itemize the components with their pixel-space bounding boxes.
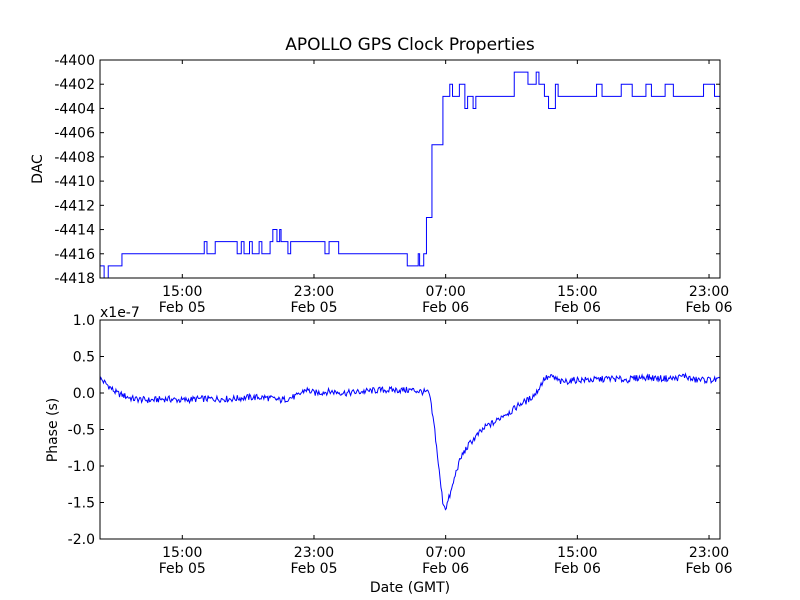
dac-plot-frame	[99, 59, 721, 279]
phase-x-tick-date-label: Feb 06	[422, 561, 469, 577]
chart-title: APOLLO GPS Clock Properties	[285, 35, 535, 55]
phase-y-ticks: -2.0 -1.5 -1.0 -0.5 0.0 0.5 1.0	[68, 313, 720, 548]
phase-y-tick-label: -0.5	[68, 423, 95, 439]
phase-x-tick-date-label: Feb 05	[159, 561, 206, 577]
phase-y-tick-label: 0.0	[73, 386, 95, 402]
dac-y-axis-label: DAC	[30, 154, 46, 184]
phase-series-group	[99, 372, 721, 511]
dac-panel: -4418 -4416 -4414 -4412 -4410 -4408 -4406 -4404…	[30, 53, 733, 316]
phase-x-tick-date-label: Feb 05	[290, 561, 337, 577]
dac-x-tick-time-label: 15:00	[162, 284, 202, 300]
phase-y-tick-label: -1.0	[68, 459, 95, 475]
dac-x-tick-date-label: Feb 06	[422, 300, 469, 316]
dac-x-tick-time-label: 07:00	[425, 284, 465, 300]
dac-y-tick-label: -4408	[54, 150, 95, 166]
dac-y-tick-label: -4418	[54, 271, 95, 287]
phase-series-line-0	[99, 372, 721, 511]
dac-y-tick-label: -4414	[54, 223, 95, 239]
dac-y-tick-label: -4410	[54, 174, 95, 190]
dac-y-ticks: -4418 -4416 -4414 -4412 -4410 -4408 -4406 -4404…	[54, 53, 720, 287]
phase-y-tick-label: -2.0	[68, 532, 95, 548]
phase-x-tick-date-label: Feb 06	[685, 561, 732, 577]
dac-series-line-0	[100, 71, 720, 279]
phase-x-tick-time-label: 15:00	[557, 545, 597, 561]
dac-y-tick-label: -4402	[54, 77, 95, 93]
dac-y-tick-label: -4412	[54, 198, 95, 214]
phase-y-tick-label: -1.5	[68, 496, 95, 512]
dac-x-tick-date-label: Feb 06	[685, 300, 732, 316]
phase-y-axis-label: Phase (s)	[45, 398, 61, 462]
phase-x-tick-time-label: 23:00	[294, 545, 334, 561]
dac-x-tick-date-label: Feb 05	[159, 300, 206, 316]
dac-x-tick-date-label: Feb 05	[290, 300, 337, 316]
dac-x-tick-time-label: 23:00	[294, 284, 334, 300]
dac-y-tick-label: -4406	[54, 126, 95, 142]
phase-x-axis-label: Date (GMT)	[370, 580, 450, 596]
phase-x-tick-time-label: 15:00	[162, 545, 202, 561]
dac-y-tick-label: -4404	[54, 101, 95, 117]
dac-x-tick-time-label: 23:00	[689, 284, 729, 300]
dac-y-tick-label: -4416	[54, 247, 95, 263]
phase-x-tick-time-label: 23:00	[689, 545, 729, 561]
phase-x-tick-date-label: Feb 06	[554, 561, 601, 577]
dac-x-tick-date-label: Feb 06	[554, 300, 601, 316]
phase-x-tick-time-label: 07:00	[425, 545, 465, 561]
phase-y-tick-label: 0.5	[73, 350, 95, 366]
dac-y-tick-label: -4400	[54, 53, 95, 69]
phase-scale-label: x1e-7	[100, 305, 140, 321]
dac-x-tick-time-label: 15:00	[557, 284, 597, 300]
phase-y-tick-label: 1.0	[73, 313, 95, 329]
phase-plot-frame	[99, 319, 721, 540]
dac-series-group	[100, 71, 720, 279]
